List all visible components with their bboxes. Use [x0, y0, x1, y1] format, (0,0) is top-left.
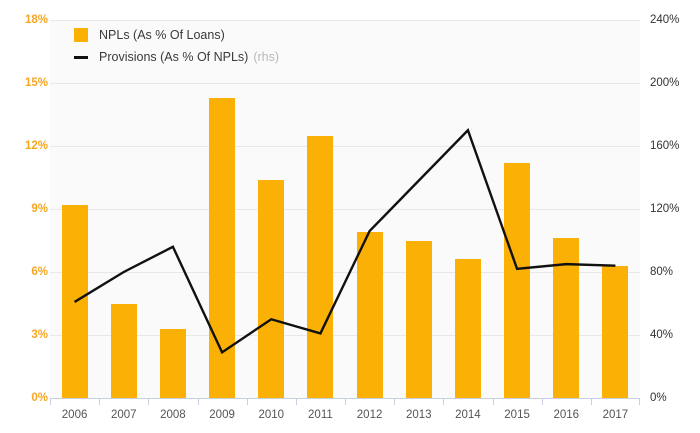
bar-2014[interactable] — [454, 259, 481, 398]
bar-2009[interactable] — [209, 97, 236, 398]
x-axis-tick — [345, 398, 346, 405]
plot-area — [50, 20, 640, 399]
bar-2016[interactable] — [553, 238, 580, 398]
x-axis-tick — [492, 398, 494, 405]
x-axis-tick — [197, 398, 199, 405]
x-axis-tick — [639, 398, 640, 405]
legend-label-npls: NPLs (As % Of Loans) — [99, 28, 225, 42]
x-axis-tick — [50, 398, 51, 405]
right-axis-tick-label: 160% — [650, 140, 680, 152]
x-axis-label-2014: 2014 — [455, 409, 481, 421]
x-axis-label-2006: 2006 — [61, 409, 88, 421]
chart-legend: NPLs (As % Of Loans) Provisions (As % Of… — [74, 24, 279, 68]
x-axis-label-2015: 2015 — [504, 409, 530, 421]
legend-item-npls[interactable]: NPLs (As % Of Loans) — [74, 24, 279, 46]
bar-2012[interactable] — [356, 232, 383, 398]
bar-2006[interactable] — [61, 204, 88, 398]
x-axis-tick — [295, 398, 297, 405]
left-axis-tick-label: 0% — [31, 392, 48, 404]
x-axis-tick — [394, 398, 396, 405]
right-axis-tick-label: 40% — [650, 329, 674, 341]
gridline — [50, 83, 640, 84]
gridline — [50, 272, 640, 273]
line-swatch-icon — [74, 55, 88, 59]
x-axis-label-2007: 2007 — [110, 409, 137, 421]
bar-2011[interactable] — [307, 135, 334, 398]
right-axis-tick-label: 80% — [650, 266, 674, 278]
bar-2017[interactable] — [602, 265, 629, 398]
left-axis-tick-label: 18% — [24, 14, 48, 26]
left-axis-tick-label: 6% — [31, 266, 48, 278]
left-axis-tick-label: 12% — [24, 140, 48, 152]
x-axis-label-2016: 2016 — [553, 409, 580, 421]
right-axis-tick-label: 120% — [650, 203, 680, 215]
gridline — [50, 20, 640, 21]
x-axis-tick — [443, 398, 445, 405]
x-axis: 2006 2007 2008 2009 2010 2011 2012 2013 2014 2015… — [50, 398, 640, 433]
bar-2007[interactable] — [110, 303, 137, 398]
x-axis-tick — [246, 398, 248, 405]
left-axis-tick-label: 9% — [31, 203, 48, 215]
right-axis-tick-label: 240% — [650, 14, 680, 26]
gridline — [50, 146, 640, 147]
x-axis-tick — [99, 398, 101, 405]
bar-2015[interactable] — [504, 162, 531, 398]
x-axis-tick — [590, 398, 592, 405]
legend-item-provisions[interactable]: Provisions (As % Of NPLs) (rhs) — [74, 46, 279, 68]
x-axis-label-2017: 2017 — [602, 409, 629, 421]
bar-2013[interactable] — [405, 240, 432, 398]
gridline — [50, 209, 640, 210]
right-axis-tick-label: 0% — [650, 392, 667, 404]
bar-2008[interactable] — [159, 328, 186, 398]
x-axis-tick — [541, 398, 543, 405]
x-axis-label-2010: 2010 — [258, 409, 285, 421]
x-axis-tick — [148, 398, 150, 405]
x-axis-label-2009: 2009 — [209, 409, 235, 421]
bar-swatch-icon — [74, 28, 88, 42]
legend-label-provisions: Provisions (As % Of NPLs) — [99, 50, 249, 64]
bar-2010[interactable] — [258, 179, 285, 398]
left-axis-tick-label: 3% — [31, 329, 48, 341]
x-axis-label-2013: 2013 — [405, 409, 432, 421]
gridline — [50, 335, 640, 336]
x-axis-label-2011: 2011 — [308, 409, 333, 421]
legend-rhs-note: (rhs) — [253, 50, 280, 64]
x-axis-label-2008: 2008 — [160, 409, 186, 421]
left-axis-tick-label: 15% — [24, 77, 48, 89]
x-axis-label-2012: 2012 — [356, 409, 383, 421]
right-axis-tick-label: 200% — [650, 77, 680, 89]
